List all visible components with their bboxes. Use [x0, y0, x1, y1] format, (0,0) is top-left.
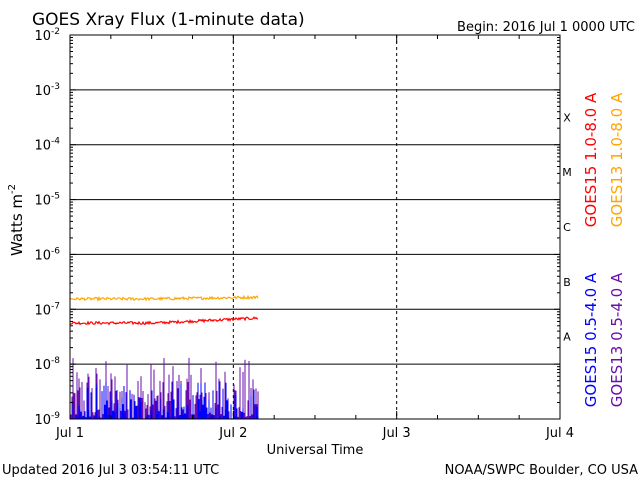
- flare-class-label: M: [562, 166, 572, 179]
- y-axis-label: Watts m-2: [7, 184, 26, 256]
- flare-class-label: B: [563, 276, 571, 289]
- y-axis: 10-2 10-3 10-4 10-5 10-6 10-7 10-8 10-9: [34, 27, 560, 428]
- x-tick-label: Jul 4: [545, 426, 574, 441]
- y-tick-label: 10-8: [34, 356, 60, 373]
- legend-entry: GOES15 1.0-8.0 A: [582, 92, 600, 227]
- x-tick-label: Jul 1: [55, 426, 84, 441]
- flare-class-label: C: [563, 221, 571, 234]
- y-tick-label: 10-9: [34, 411, 60, 428]
- flare-class-label: X: [563, 111, 571, 124]
- y-tick-label: 10-7: [34, 301, 60, 318]
- series-goes13-1-0-8-0-a: [69, 294, 259, 302]
- legend: GOES15 1.0-8.0 A GOES13 1.0-8.0 A GOES15 0…: [582, 92, 626, 407]
- grid-lines: [70, 35, 560, 419]
- begin-label: Begin: 2016 Jul 1 0000 UTC: [457, 20, 635, 35]
- legend-entry: GOES13 0.5-4.0 A: [608, 272, 626, 407]
- flare-class-labels: X M C B A: [562, 111, 572, 343]
- x-axis-label: Universal Time: [267, 443, 364, 458]
- updated-timestamp: Updated 2016 Jul 3 03:54:11 UTC: [2, 463, 219, 478]
- legend-entry: GOES15 0.5-4.0 A: [582, 272, 600, 407]
- series-layer: [69, 294, 259, 419]
- y-axis-label-exponent: -2: [7, 184, 18, 194]
- chart-title: GOES Xray Flux (1-minute data): [32, 10, 305, 30]
- svg-text:Watts m-2: Watts m-2: [7, 184, 26, 256]
- y-tick-label: 10-4: [34, 137, 60, 154]
- x-axis: Jul 1 Jul 2 Jul 3 Jul 4: [55, 35, 574, 441]
- x-tick-label: Jul 3: [382, 426, 411, 441]
- y-tick-label: 10-6: [34, 246, 60, 263]
- y-tick-label: 10-3: [34, 82, 60, 99]
- credit-label: NOAA/SWPC Boulder, CO USA: [445, 463, 638, 478]
- y-tick-label: 10-5: [34, 192, 60, 209]
- x-tick-label: Jul 2: [218, 426, 247, 441]
- flare-class-label: A: [563, 331, 571, 344]
- y-tick-label: 10-2: [34, 27, 60, 44]
- series-goes15-1-0-8-0-a: [69, 316, 259, 326]
- legend-entry: GOES13 1.0-8.0 A: [608, 92, 626, 227]
- plot-frame: [69, 34, 561, 420]
- y-axis-label-text: Watts m: [8, 194, 26, 256]
